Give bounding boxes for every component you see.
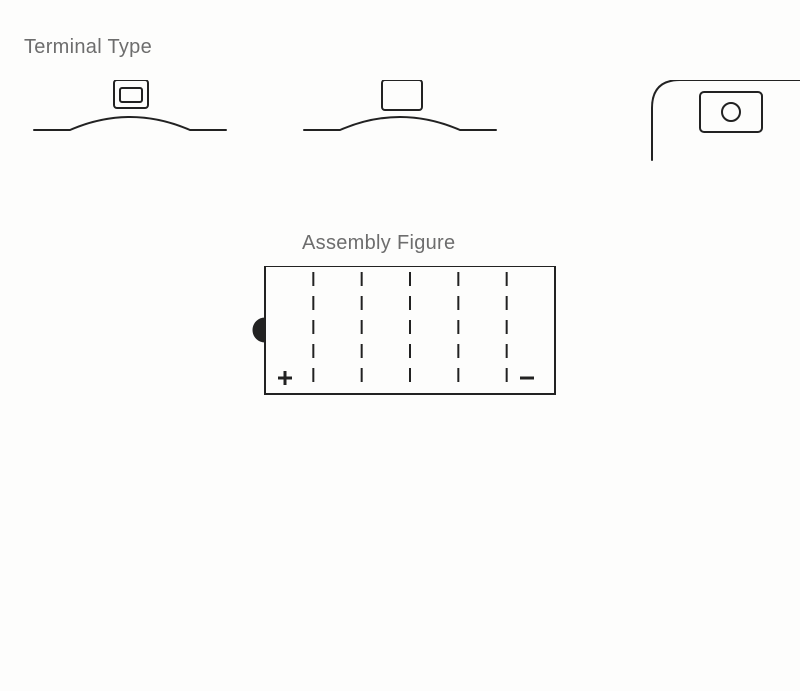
- assembly-figure-label: Assembly Figure: [302, 232, 455, 255]
- assembly-figure-icon: [235, 266, 575, 406]
- terminal-tab-icon: [300, 80, 500, 175]
- terminal-socket-icon: [30, 80, 230, 175]
- terminal-bolt-icon: [640, 80, 800, 175]
- terminal-type-label: Terminal Type: [24, 36, 152, 59]
